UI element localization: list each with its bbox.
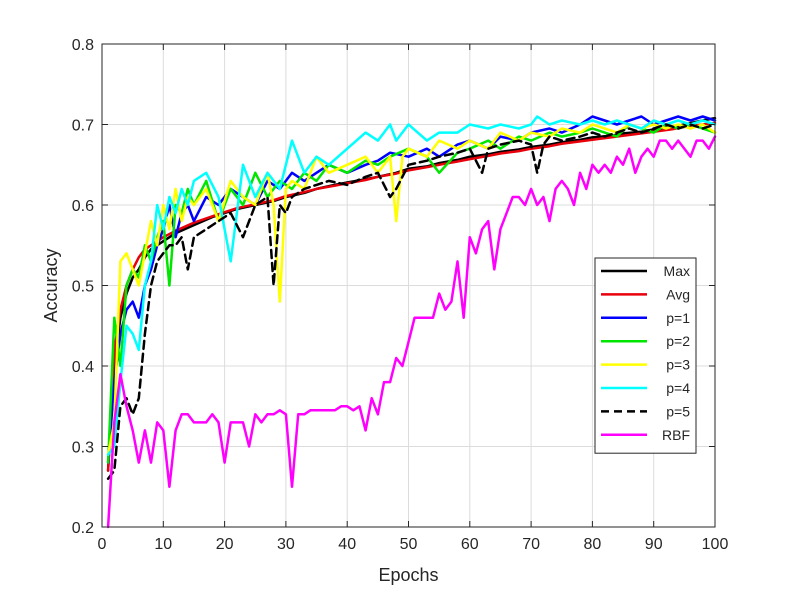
- x-tick-label: 60: [461, 536, 479, 553]
- y-tick-label: 0.7: [72, 118, 94, 135]
- y-tick-label: 0.2: [72, 520, 94, 537]
- x-tick-label: 50: [400, 536, 418, 553]
- y-tick-label: 0.3: [72, 440, 94, 457]
- legend-label: p=4: [666, 380, 690, 396]
- y-tick-label: 0.5: [72, 279, 94, 296]
- legend-label: p=2: [666, 333, 690, 349]
- x-tick-label: 40: [338, 536, 356, 553]
- y-axis-title: Accuracy: [41, 248, 61, 322]
- y-tick-label: 0.6: [72, 198, 94, 215]
- y-tick-label: 0.4: [72, 359, 94, 376]
- series-line-rbf: [106, 135, 717, 529]
- axis-ticks: 0 10 20 30 40 50 60 70 80 90 100 0.2 0.3 0.4 0.5 0.6 0.7…: [72, 37, 729, 553]
- x-tick-label: 100: [702, 536, 729, 553]
- x-tick-label: 0: [98, 536, 107, 553]
- legend-label: p=1: [666, 310, 690, 326]
- legend-label: p=3: [666, 357, 690, 373]
- series-line-p-5: [106, 123, 717, 480]
- x-tick-label: 10: [154, 536, 172, 553]
- legend: Max Avg p=1 p=2 p=3 p=4 p=5 RBF: [594, 257, 697, 454]
- legend-label: RBF: [662, 427, 690, 443]
- x-tick-label: 20: [216, 536, 234, 553]
- legend-label: Avg: [666, 286, 690, 302]
- x-tick-label: 30: [277, 536, 295, 553]
- legend-label: p=5: [666, 403, 690, 419]
- legend-label: Max: [664, 263, 690, 279]
- x-axis-title: Epochs: [378, 565, 438, 585]
- legend-box: [594, 257, 697, 454]
- series-line-p-4: [106, 115, 717, 456]
- x-tick-label: 80: [584, 536, 602, 553]
- x-tick-label: 90: [645, 536, 663, 553]
- series-layer: [106, 115, 717, 529]
- x-tick-label: 70: [522, 536, 540, 553]
- y-tick-label: 0.8: [72, 37, 94, 54]
